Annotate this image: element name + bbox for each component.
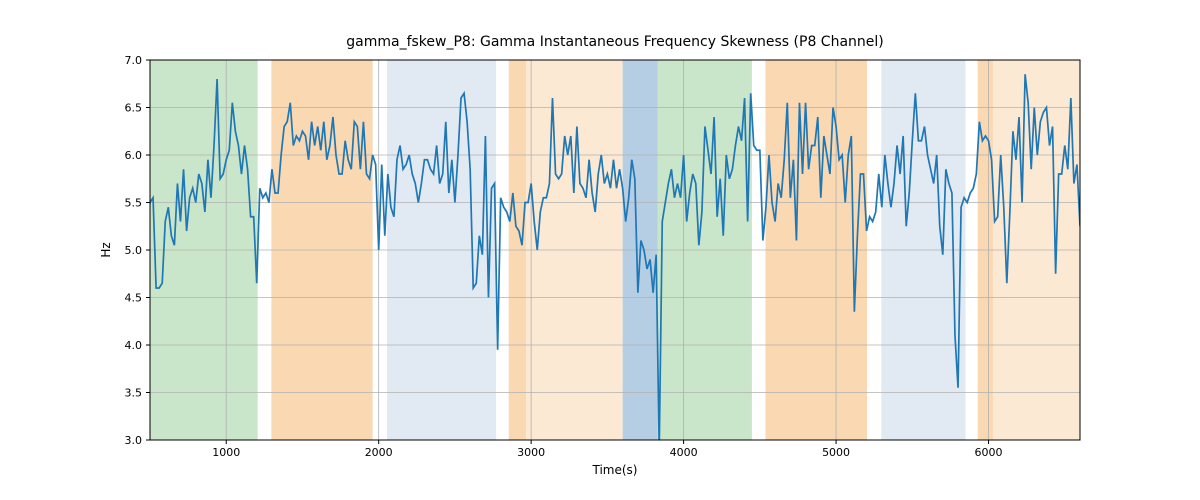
x-tick-label: 5000	[822, 446, 850, 459]
y-tick-label: 3.5	[125, 387, 143, 400]
y-tick-label: 5.0	[125, 244, 143, 257]
chart-container: 1000 2000 3000 4000 5000 6000 3.0 3.5 4.0 4.5 5.0…	[0, 0, 1200, 500]
x-tick-label: 3000	[517, 446, 545, 459]
x-tick-label: 4000	[670, 446, 698, 459]
y-tick-label: 3.0	[125, 434, 143, 447]
x-tick-label: 6000	[975, 446, 1003, 459]
chart-title: gamma_fskew_P8: Gamma Instantaneous Freq…	[346, 34, 884, 50]
x-tick-label: 2000	[365, 446, 393, 459]
y-axis-label: Hz	[99, 242, 113, 257]
chart-svg: 1000 2000 3000 4000 5000 6000 3.0 3.5 4.0 4.5 5.0…	[0, 0, 1200, 500]
x-axis-label: Time(s)	[592, 463, 638, 477]
y-tick-label: 4.0	[125, 339, 143, 352]
x-ticks: 1000 2000 3000 4000 5000 6000	[212, 440, 1002, 459]
y-tick-label: 7.0	[125, 54, 143, 67]
y-tick-label: 6.0	[125, 149, 143, 162]
y-tick-label: 5.5	[125, 197, 143, 210]
y-tick-label: 4.5	[125, 292, 143, 305]
y-tick-label: 6.5	[125, 102, 143, 115]
y-ticks: 3.0 3.5 4.0 4.5 5.0 5.5 6.0 6.5 7.0	[125, 54, 151, 447]
x-tick-label: 1000	[212, 446, 240, 459]
